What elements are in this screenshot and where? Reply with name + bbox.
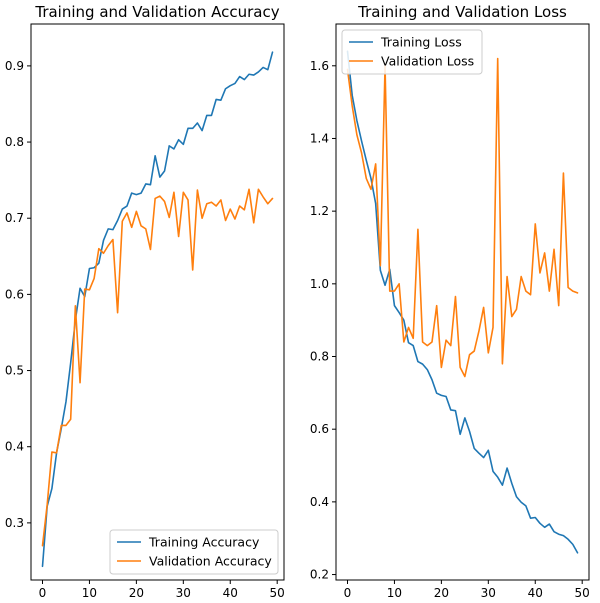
accuracy-x-tick-label: 40 [223, 586, 238, 600]
loss-y-tick-label: 0.4 [310, 495, 329, 509]
accuracy-y-axis: 0.3 0.4 0.5 0.6 0.7 0.8 0.9 [5, 59, 31, 530]
loss-y-tick-label: 1.4 [310, 131, 329, 145]
loss-chart-title: Training and Validation Loss [357, 3, 567, 21]
loss-y-tick-label: 0.2 [310, 568, 329, 582]
accuracy-x-tick-label: 0 [39, 586, 47, 600]
loss-y-tick-label: 0.6 [310, 422, 329, 436]
accuracy-y-tick-label: 0.4 [5, 440, 24, 454]
accuracy-y-tick-label: 0.5 [5, 364, 24, 378]
accuracy-legend: Training Accuracy Validation Accuracy [109, 529, 279, 575]
accuracy-chart-title: Training and Validation Accuracy [34, 3, 279, 21]
loss-series-line-training [346, 50, 579, 554]
accuracy-y-tick-label: 0.8 [5, 135, 24, 149]
accuracy-x-tick-label: 10 [82, 586, 97, 600]
loss-legend: Training Loss Validation Loss [341, 29, 483, 75]
accuracy-y-tick-label: 0.6 [5, 287, 24, 301]
loss-y-tick-label: 1.2 [310, 204, 329, 218]
loss-x-axis: 0 10 20 30 40 50 [344, 580, 590, 600]
loss-series-line-validation [346, 57, 579, 378]
loss-x-tick-label: 40 [528, 586, 543, 600]
accuracy-legend-label-training: Training Accuracy [148, 535, 260, 550]
loss-legend-label-training: Training Loss [380, 35, 462, 50]
accuracy-legend-box [109, 529, 279, 575]
loss-series-lines [346, 50, 579, 554]
accuracy-plot-frame [30, 23, 285, 581]
accuracy-y-tick-label: 0.7 [5, 211, 24, 225]
loss-x-tick-label: 20 [434, 586, 449, 600]
loss-legend-label-validation: Validation Loss [381, 54, 474, 69]
accuracy-y-tick-label: 0.9 [5, 59, 24, 73]
loss-x-tick-label: 30 [481, 586, 496, 600]
loss-x-tick-label: 0 [344, 586, 352, 600]
loss-y-tick-label: 0.8 [310, 350, 329, 364]
accuracy-series-line-validation [41, 188, 274, 547]
accuracy-x-tick-label: 30 [176, 586, 191, 600]
loss-legend-box [341, 29, 483, 75]
loss-y-axis: 0.2 0.4 0.6 0.8 1.0 1.2 1.4 1.6 [310, 59, 336, 582]
accuracy-chart: Training and Validation Accuracy 0 10 20 30… [5, 3, 285, 600]
accuracy-series-line-training [41, 51, 274, 568]
accuracy-x-tick-label: 50 [270, 586, 285, 600]
loss-y-tick-label: 1.0 [310, 277, 329, 291]
loss-y-tick-label: 1.6 [310, 59, 329, 73]
accuracy-x-tick-label: 20 [129, 586, 144, 600]
accuracy-x-axis: 0 10 20 30 40 50 [39, 580, 285, 600]
accuracy-legend-label-validation: Validation Accuracy [149, 554, 272, 569]
accuracy-y-tick-label: 0.3 [5, 516, 24, 530]
loss-plot-frame [335, 23, 590, 581]
accuracy-series-lines [41, 51, 274, 568]
loss-x-tick-label: 50 [575, 586, 590, 600]
loss-x-tick-label: 10 [387, 586, 402, 600]
loss-chart: Training and Validation Loss 0 10 20 30 40 50… [310, 3, 590, 600]
